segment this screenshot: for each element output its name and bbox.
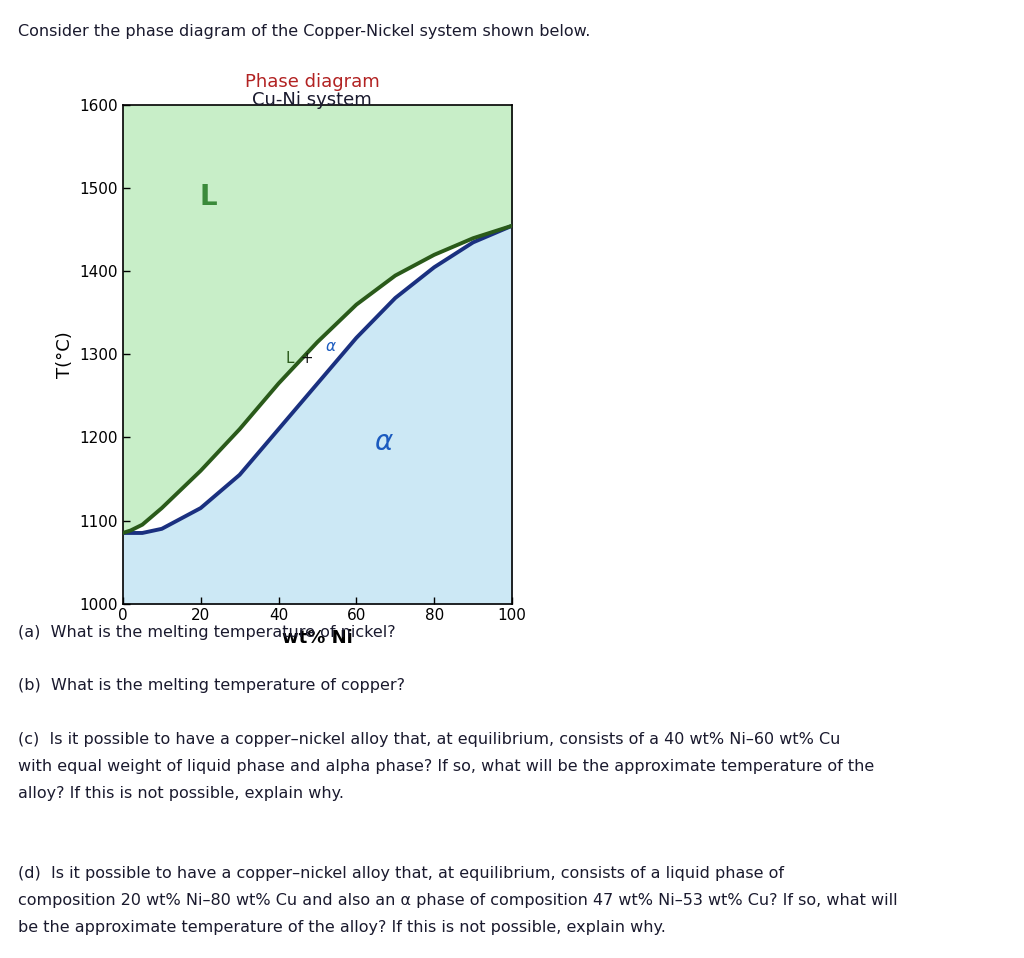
Text: composition 20 wt% Ni–80 wt% Cu and also an α phase of composition 47 wt% Ni–53 : composition 20 wt% Ni–80 wt% Cu and also…	[18, 893, 898, 908]
Text: (a)  What is the melting temperature of nickel?: (a) What is the melting temperature of n…	[18, 625, 396, 640]
Text: +: +	[296, 352, 318, 366]
Y-axis label: T(°C): T(°C)	[56, 331, 74, 377]
Text: alloy? If this is not possible, explain why.: alloy? If this is not possible, explain …	[18, 786, 344, 801]
Text: Consider the phase diagram of the Copper-Nickel system shown below.: Consider the phase diagram of the Copper…	[18, 24, 591, 39]
Text: $\alpha$: $\alpha$	[326, 339, 337, 354]
Text: (c)  Is it possible to have a copper–nickel alloy that, at equilibrium, consists: (c) Is it possible to have a copper–nick…	[18, 732, 841, 747]
Text: be the approximate temperature of the alloy? If this is not possible, explain wh: be the approximate temperature of the al…	[18, 920, 667, 935]
Text: with equal weight of liquid phase and alpha phase? If so, what will be the appro: with equal weight of liquid phase and al…	[18, 759, 874, 774]
X-axis label: wt% Ni: wt% Ni	[282, 629, 353, 647]
Text: L: L	[286, 352, 294, 366]
Text: L: L	[200, 183, 217, 211]
Text: (d)  Is it possible to have a copper–nickel alloy that, at equilibrium, consists: (d) Is it possible to have a copper–nick…	[18, 866, 784, 881]
Text: $\alpha$: $\alpha$	[374, 427, 393, 456]
Text: Phase diagram: Phase diagram	[245, 73, 380, 91]
Text: Cu-Ni system: Cu-Ni system	[253, 91, 372, 109]
Text: (b)  What is the melting temperature of copper?: (b) What is the melting temperature of c…	[18, 678, 406, 694]
